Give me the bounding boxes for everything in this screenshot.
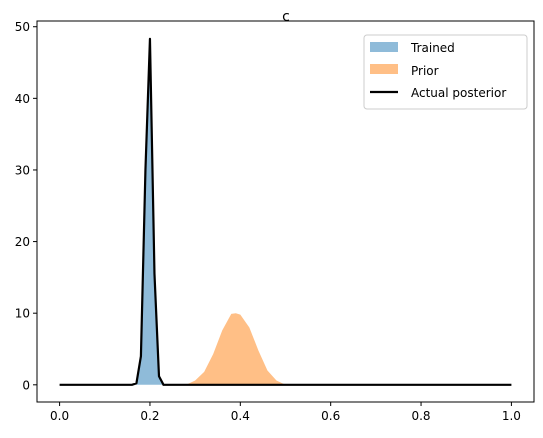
legend-label-posterior: Actual posterior <box>411 86 506 100</box>
legend-swatch-prior <box>370 64 398 74</box>
y-tick-label: 30 <box>15 163 30 177</box>
x-tick-label: 0.4 <box>231 409 250 423</box>
y-tick-label: 10 <box>15 307 30 321</box>
x-tick-label: 0.0 <box>50 409 69 423</box>
legend-label-trained: Trained <box>410 41 455 55</box>
series-lines <box>59 37 512 386</box>
line-actual-posterior <box>59 37 512 386</box>
plot-frame <box>36 20 535 403</box>
area-fills <box>136 41 286 385</box>
y-tick-label: 0 <box>22 378 30 392</box>
axes: 0.0 0.2 0.4 0.6 0.8 1.0 0 10 20 30 40 50 <box>15 20 521 423</box>
legend-swatch-trained <box>370 42 398 52</box>
x-tick-label: 0.8 <box>411 409 430 423</box>
area-prior <box>186 313 286 385</box>
y-tick-label: 50 <box>15 20 30 34</box>
x-tick-label: 0.2 <box>140 409 159 423</box>
legend: Trained Prior Actual posterior <box>363 34 528 110</box>
x-tick-label: 0.6 <box>321 409 340 423</box>
legend-frame <box>363 34 528 110</box>
chart-title: c <box>282 9 290 25</box>
x-tick-label: 1.0 <box>502 409 521 423</box>
legend-label-prior: Prior <box>411 64 439 78</box>
y-tick-label: 20 <box>15 235 30 249</box>
y-tick-label: 40 <box>15 92 30 106</box>
